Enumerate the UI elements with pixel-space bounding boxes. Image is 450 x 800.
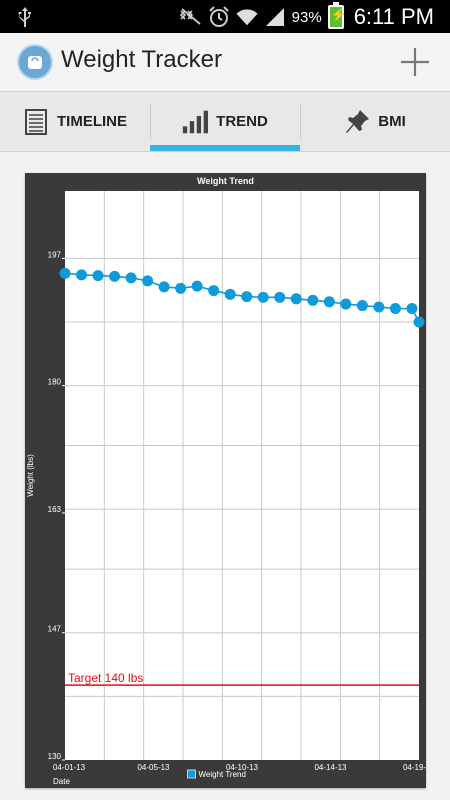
data-point [307,294,319,306]
data-point [413,316,425,328]
data-point [290,293,302,305]
battery-icon: ⚡ [327,2,347,29]
plus-icon [401,48,429,76]
wifi-icon [236,6,258,28]
x-tick-label: 04-14-13 [314,763,347,772]
data-point [340,298,352,310]
usb-icon [18,6,32,33]
tab-label: TREND [216,113,268,130]
clock: 6:11 PM [353,4,434,29]
add-entry-button[interactable] [398,45,432,79]
mute-icon [179,6,202,28]
list-icon [23,108,49,135]
action-bar: Weight Tracker [0,33,450,92]
data-point [59,267,71,279]
y-axis-title: Weight (lbs) [26,454,35,497]
weight-trend-chart[interactable]: Weight Trend 130 147 163 180 197 04-01-13 04-05… [25,173,426,788]
data-point [109,270,121,282]
data-point [406,303,418,315]
chart-title: Weight Trend [197,176,254,186]
data-point [125,272,137,284]
tab-timeline[interactable]: TIMELINE [0,92,150,151]
battery-percent: 93% [291,8,322,26]
x-axis-title: Date [53,777,70,786]
data-point [92,270,104,282]
y-tick-label: 180 [48,378,62,387]
data-point [389,303,401,315]
y-tick-label: 197 [48,250,62,259]
y-tick-label: 130 [48,752,62,761]
chart-svg: Weight Trend 130 147 163 180 197 04-01-13 04-05… [26,176,426,786]
tab-trend[interactable]: TREND [150,92,300,151]
plot-area [65,191,419,760]
y-tick-label: 147 [48,625,62,634]
data-point [76,269,88,281]
data-point [323,296,335,308]
data-point [257,291,269,303]
alarm-icon [208,6,230,28]
tab-label: TIMELINE [57,113,127,130]
data-point [356,300,368,312]
data-point [175,282,187,294]
status-bar: 93% ⚡ 6:11 PM [0,0,450,33]
tab-bar: TIMELINE TREND BMI [0,92,450,152]
target-label: Target 140 lbs [68,671,143,685]
data-point [142,275,154,287]
x-tick-label: 04-19-13 [403,763,426,772]
data-point [208,285,220,297]
data-point [191,280,203,292]
data-point [224,288,236,300]
pushpin-icon [344,109,370,135]
app-title: Weight Tracker [61,46,222,73]
tab-bmi[interactable]: BMI [300,92,450,151]
legend-label: Weight Trend [199,770,246,779]
scale-icon[interactable] [17,44,53,80]
tab-label: BMI [378,113,406,130]
x-tick-label: 04-01-13 [53,763,86,772]
data-point [241,291,253,303]
data-point [373,301,385,313]
data-point [158,281,170,293]
x-tick-label: 04-10-13 [226,763,259,772]
signal-icon [264,6,286,28]
legend-swatch [187,769,196,779]
bar-chart-icon [182,109,209,135]
data-point [274,291,286,303]
x-tick-label: 04-05-13 [137,763,170,772]
y-tick-label: 163 [48,505,62,514]
